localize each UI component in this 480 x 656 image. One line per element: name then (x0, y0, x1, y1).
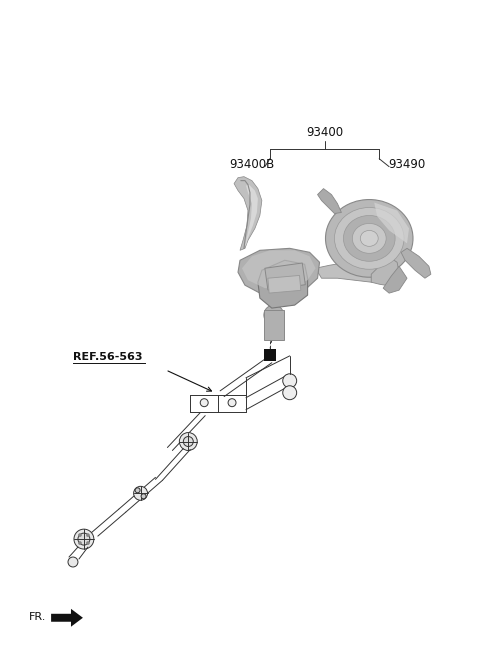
Circle shape (78, 533, 82, 537)
Circle shape (78, 533, 90, 545)
Circle shape (180, 432, 197, 451)
Circle shape (133, 486, 147, 501)
Bar (264, 310, 284, 340)
Text: 93400B: 93400B (229, 157, 275, 171)
Circle shape (228, 399, 236, 407)
Circle shape (283, 386, 297, 400)
Polygon shape (374, 203, 409, 243)
Polygon shape (238, 249, 320, 296)
Ellipse shape (335, 207, 404, 269)
Circle shape (283, 374, 297, 388)
Text: REF.56-563: REF.56-563 (73, 352, 143, 362)
Circle shape (86, 542, 89, 544)
Circle shape (78, 542, 82, 544)
Polygon shape (258, 260, 308, 308)
Circle shape (183, 436, 193, 447)
Text: 93400: 93400 (306, 126, 343, 139)
Polygon shape (401, 249, 431, 278)
Polygon shape (315, 260, 394, 282)
Polygon shape (371, 258, 399, 286)
Bar (264, 349, 276, 361)
Polygon shape (242, 251, 315, 288)
Polygon shape (245, 184, 258, 245)
Circle shape (74, 529, 94, 549)
Circle shape (141, 494, 146, 499)
Ellipse shape (325, 199, 413, 277)
Ellipse shape (343, 215, 395, 261)
Polygon shape (51, 609, 83, 626)
Text: FR.: FR. (29, 612, 47, 622)
Polygon shape (234, 176, 262, 251)
Circle shape (135, 488, 140, 493)
Polygon shape (383, 266, 407, 293)
Circle shape (68, 557, 78, 567)
Circle shape (200, 399, 208, 407)
Ellipse shape (352, 224, 386, 253)
Bar (268, 276, 301, 293)
Circle shape (86, 533, 89, 537)
Polygon shape (318, 188, 341, 213)
Ellipse shape (360, 230, 378, 247)
Bar (265, 263, 305, 290)
Circle shape (264, 305, 284, 325)
Text: 93490: 93490 (388, 157, 426, 171)
